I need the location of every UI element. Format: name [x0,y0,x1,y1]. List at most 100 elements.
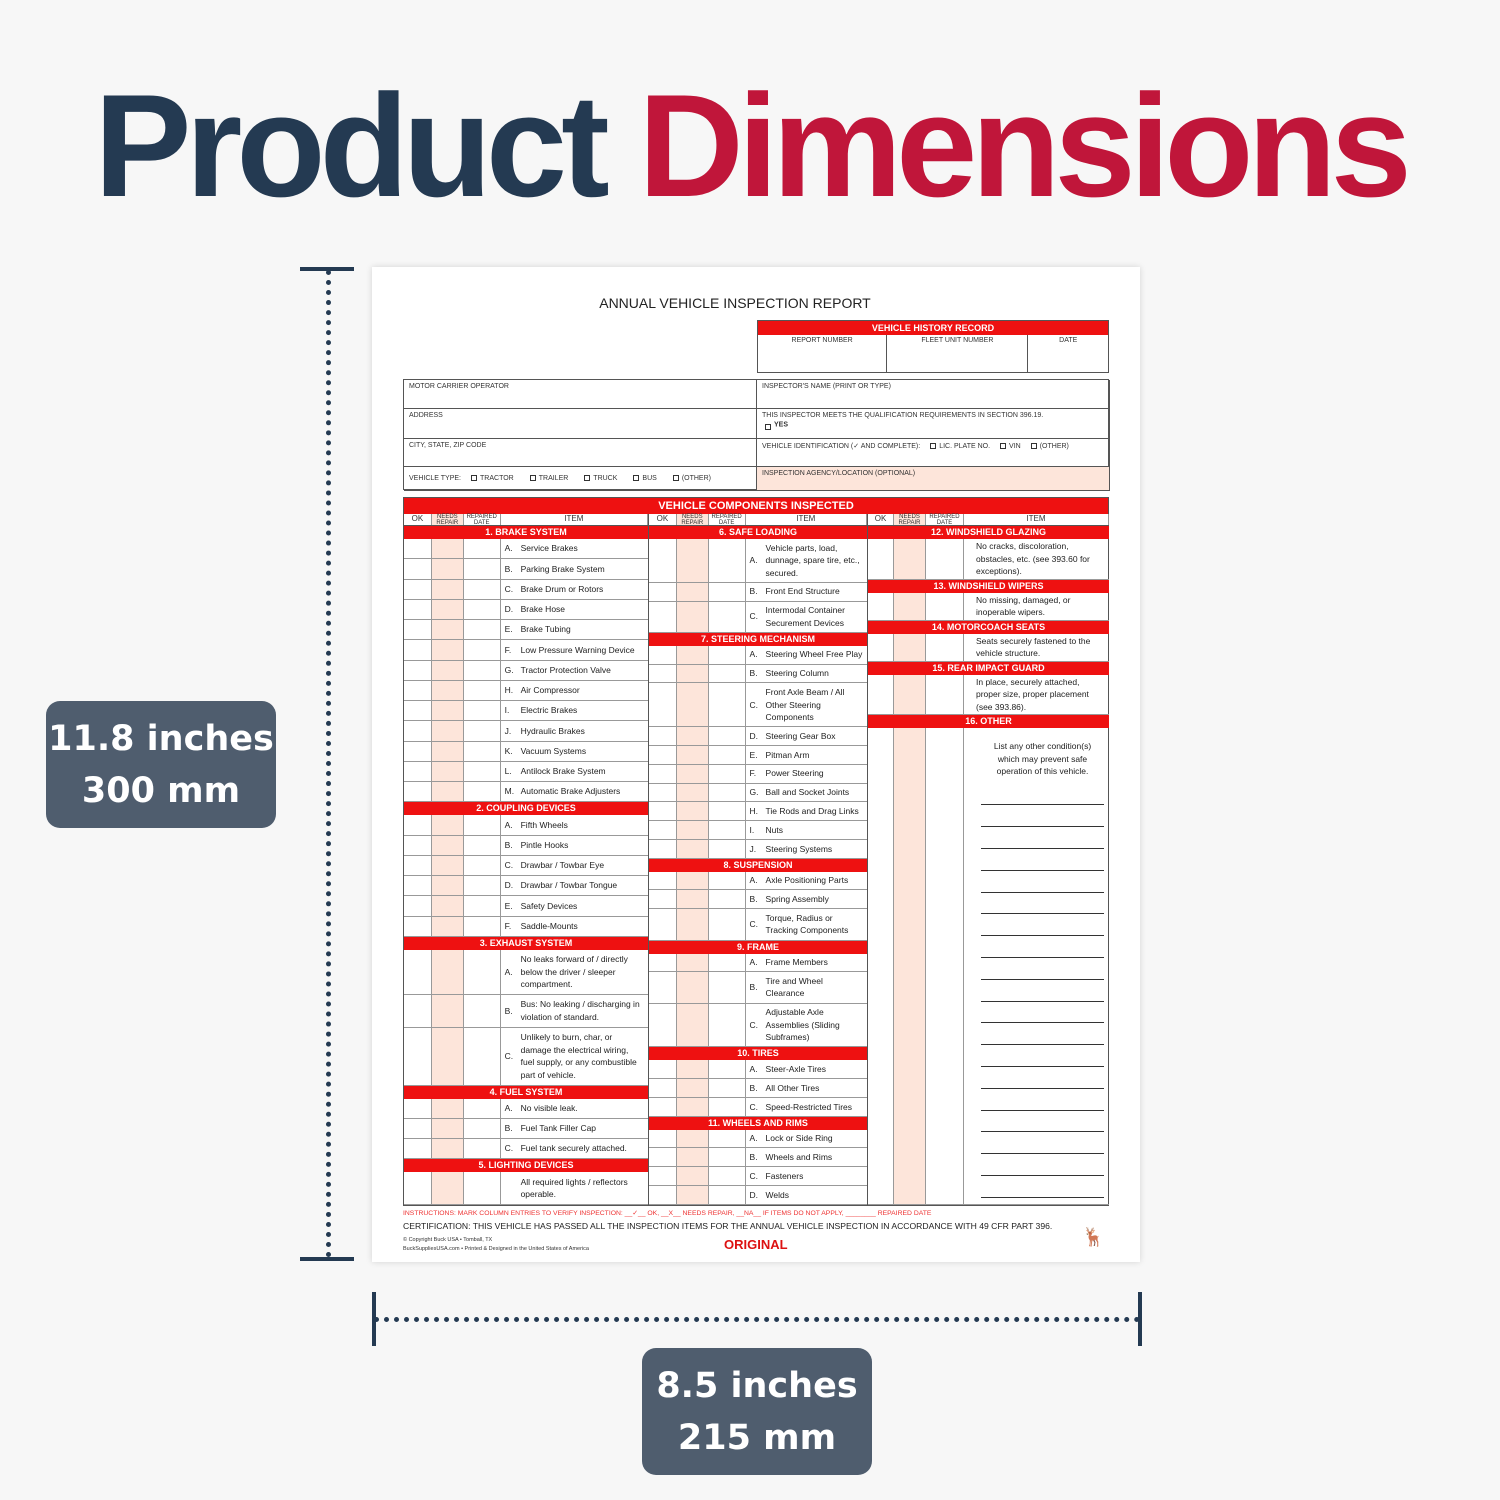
repaired-date-cell[interactable] [709,1148,746,1167]
ok-cell[interactable] [649,683,677,727]
repaired-date-cell[interactable] [709,953,746,972]
ok-cell[interactable] [404,916,432,936]
note-line[interactable] [981,1023,1104,1046]
ok-cell[interactable] [868,592,894,620]
needs-repair-cell[interactable] [431,741,464,761]
trailer-checkbox[interactable] [529,475,536,482]
ok-cell[interactable] [404,599,432,619]
repaired-date-cell[interactable] [709,972,746,1003]
city-field[interactable]: CITY, STATE, ZIP CODE [404,439,757,467]
ok-cell[interactable] [868,674,894,715]
repaired-date-cell[interactable] [926,539,964,579]
ok-cell[interactable] [404,1139,432,1159]
ok-cell[interactable] [649,953,677,972]
repaired-date-cell[interactable] [709,1097,746,1116]
ok-cell[interactable] [404,896,432,916]
needs-repair-cell[interactable] [676,1129,709,1148]
needs-repair-cell[interactable] [431,640,464,660]
ok-cell[interactable] [404,620,432,640]
note-line[interactable] [981,1111,1104,1133]
note-line[interactable] [981,849,1104,871]
ok-cell[interactable] [404,1172,432,1204]
needs-repair-cell[interactable] [431,949,464,994]
note-line[interactable] [981,1089,1104,1111]
needs-repair-cell[interactable] [676,821,709,839]
ok-cell[interactable] [649,890,677,909]
ok-cell[interactable] [404,876,432,896]
needs-repair-cell[interactable] [676,909,709,940]
ok-cell[interactable] [649,871,677,890]
note-line[interactable] [981,827,1104,849]
note-line[interactable] [981,980,1104,1002]
needs-repair-cell[interactable] [431,559,464,579]
ok-cell[interactable] [649,1148,677,1167]
ok-cell[interactable] [404,680,432,700]
needs-repair-cell[interactable] [431,721,464,741]
repaired-date-cell[interactable] [464,896,501,916]
ok-cell[interactable] [404,761,432,781]
note-line[interactable] [981,784,1104,806]
ok-cell[interactable] [649,539,677,582]
needs-repair-cell[interactable] [431,815,464,835]
ok-cell[interactable] [649,727,677,745]
note-line[interactable] [981,1002,1104,1024]
repaired-date-cell[interactable] [464,916,501,936]
repaired-date-cell[interactable] [464,1118,501,1138]
needs-repair-cell[interactable] [676,1060,709,1079]
repaired-date-cell[interactable] [464,855,501,875]
needs-repair-cell[interactable] [676,839,709,858]
repaired-date-cell[interactable] [709,645,746,664]
repaired-date-cell[interactable] [464,701,501,721]
fleet-unit-field[interactable]: FLEET UNIT NUMBER [887,335,1029,373]
address-field[interactable]: ADDRESS [404,409,757,439]
ok-cell[interactable] [649,1097,677,1116]
ok-cell[interactable] [404,701,432,721]
needs-repair-cell[interactable] [676,1079,709,1097]
ok-cell[interactable] [404,1118,432,1138]
repaired-date-cell[interactable] [709,1129,746,1148]
needs-repair-cell[interactable] [676,890,709,909]
ok-cell[interactable] [649,745,677,764]
repaired-date-cell[interactable] [464,761,501,781]
ok-cell[interactable] [649,764,677,783]
needs-repair-cell[interactable] [676,1097,709,1116]
needs-repair-cell[interactable] [676,972,709,1003]
needs-repair-cell[interactable] [894,674,926,715]
needs-repair-cell[interactable] [431,761,464,781]
ok-cell[interactable] [649,601,677,632]
needs-repair-cell[interactable] [894,539,926,579]
repaired-date-cell[interactable] [709,821,746,839]
repaired-date-cell[interactable] [926,633,964,661]
repaired-date-cell[interactable] [464,579,501,599]
repaired-date-cell[interactable] [464,949,501,994]
ok-cell[interactable] [868,539,894,579]
needs-repair-cell[interactable] [431,835,464,855]
ok-cell[interactable] [649,1060,677,1079]
needs-repair-cell[interactable] [431,1172,464,1204]
ok-cell[interactable] [404,660,432,680]
ok-cell[interactable] [868,633,894,661]
needs-repair-cell[interactable] [431,680,464,700]
ok-cell[interactable] [649,821,677,839]
ok-cell[interactable] [404,835,432,855]
needs-repair-cell[interactable] [431,782,464,802]
needs-repair-cell[interactable] [894,728,926,1205]
ok-cell[interactable] [649,645,677,664]
repaired-date-cell[interactable] [464,620,501,640]
repaired-date-cell[interactable] [464,1139,501,1159]
repaired-date-cell[interactable] [709,1167,746,1186]
needs-repair-cell[interactable] [676,1167,709,1186]
ok-cell[interactable] [649,909,677,940]
repaired-date-cell[interactable] [709,802,746,821]
ok-cell[interactable] [868,728,894,1205]
repaired-date-cell[interactable] [464,995,501,1027]
ok-cell[interactable] [404,579,432,599]
needs-repair-cell[interactable] [431,1098,464,1118]
needs-repair-cell[interactable] [676,601,709,632]
ok-cell[interactable] [649,783,677,802]
needs-repair-cell[interactable] [676,1003,709,1047]
repaired-date-cell[interactable] [464,782,501,802]
ok-cell[interactable] [649,839,677,858]
ok-cell[interactable] [404,815,432,835]
needs-repair-cell[interactable] [431,916,464,936]
